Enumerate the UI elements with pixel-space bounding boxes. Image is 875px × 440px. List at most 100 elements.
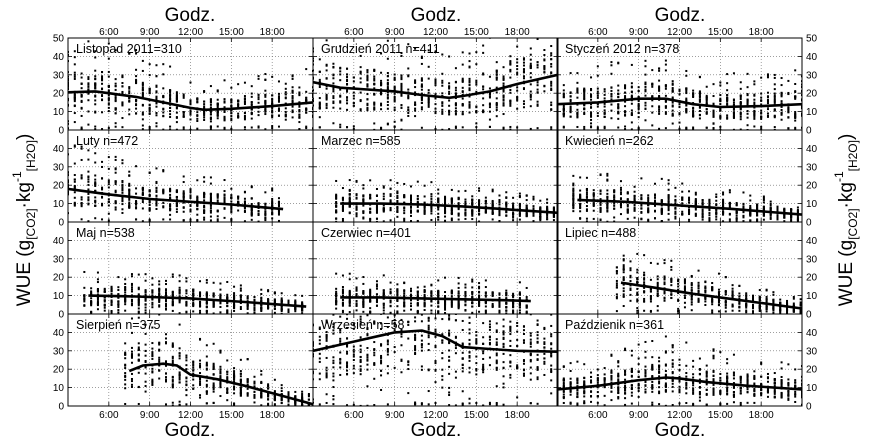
data-point bbox=[366, 78, 369, 81]
data-point bbox=[393, 92, 396, 95]
data-point bbox=[230, 101, 233, 104]
data-point bbox=[457, 203, 460, 206]
data-point bbox=[396, 293, 399, 296]
data-point bbox=[583, 125, 586, 128]
data-point bbox=[382, 304, 385, 307]
data-point bbox=[585, 193, 588, 196]
data-point bbox=[73, 204, 76, 207]
data-point bbox=[441, 84, 444, 87]
data-point bbox=[121, 211, 124, 214]
data-point bbox=[482, 85, 485, 88]
data-point bbox=[389, 195, 392, 198]
data-point bbox=[346, 89, 349, 92]
data-point bbox=[373, 101, 376, 104]
data-point bbox=[366, 106, 369, 109]
data-point bbox=[101, 88, 104, 91]
data-point bbox=[518, 203, 521, 206]
data-point bbox=[107, 103, 110, 106]
data-point bbox=[301, 294, 304, 297]
data-point bbox=[448, 82, 451, 85]
data-point bbox=[130, 300, 133, 303]
data-point bbox=[766, 112, 769, 115]
data-point bbox=[369, 207, 372, 210]
data-point bbox=[410, 211, 412, 214]
data-point bbox=[495, 76, 498, 79]
data-point bbox=[762, 214, 765, 217]
data-point bbox=[468, 84, 471, 87]
data-point bbox=[400, 82, 403, 85]
data-point bbox=[579, 195, 582, 198]
data-point bbox=[375, 217, 378, 220]
data-point bbox=[756, 219, 759, 222]
data-point bbox=[73, 100, 76, 103]
data-point bbox=[739, 103, 742, 106]
data-point bbox=[87, 78, 90, 81]
data-point bbox=[162, 188, 165, 191]
data-point bbox=[135, 207, 138, 210]
data-point bbox=[209, 85, 212, 88]
data-point bbox=[512, 207, 515, 210]
data-point bbox=[239, 308, 242, 311]
data-point bbox=[579, 217, 582, 220]
data-point bbox=[766, 114, 769, 117]
data-point bbox=[114, 208, 117, 211]
data-point bbox=[427, 103, 430, 106]
data-point bbox=[550, 82, 553, 85]
data-point bbox=[572, 174, 575, 177]
data-point bbox=[305, 90, 308, 93]
data-point bbox=[705, 99, 708, 102]
data-point bbox=[698, 92, 701, 95]
data-point bbox=[773, 92, 776, 95]
data-point bbox=[80, 72, 83, 75]
data-point bbox=[579, 189, 582, 192]
data-point bbox=[341, 286, 344, 289]
data-point bbox=[182, 96, 185, 99]
data-point bbox=[121, 85, 124, 88]
data-point bbox=[124, 300, 127, 303]
data-point bbox=[444, 207, 447, 210]
data-point bbox=[444, 195, 447, 198]
ytick-label: 40 bbox=[806, 52, 818, 63]
data-point bbox=[430, 197, 433, 200]
data-point bbox=[522, 64, 525, 67]
data-point bbox=[512, 202, 515, 205]
data-point bbox=[171, 298, 174, 301]
data-point bbox=[448, 92, 451, 95]
data-point bbox=[196, 204, 199, 207]
data-point bbox=[610, 117, 613, 120]
data-point bbox=[735, 203, 738, 206]
data-point bbox=[155, 90, 158, 93]
data-point bbox=[550, 52, 553, 55]
data-point bbox=[475, 110, 478, 113]
data-point bbox=[382, 289, 385, 292]
data-point bbox=[478, 209, 481, 212]
data-point bbox=[647, 198, 650, 201]
data-point bbox=[509, 101, 512, 104]
data-point bbox=[640, 203, 643, 206]
data-point bbox=[260, 308, 263, 311]
data-point bbox=[352, 102, 355, 105]
data-point bbox=[362, 210, 365, 213]
data-point bbox=[681, 202, 684, 205]
data-point bbox=[550, 101, 553, 104]
data-point bbox=[572, 193, 575, 196]
data-point bbox=[94, 217, 97, 220]
data-point bbox=[694, 204, 697, 207]
data-point bbox=[107, 183, 110, 186]
data-point bbox=[416, 195, 419, 198]
data-point bbox=[318, 78, 321, 81]
data-point bbox=[325, 77, 328, 80]
data-point bbox=[162, 201, 165, 204]
data-point bbox=[753, 98, 756, 101]
data-point bbox=[192, 294, 195, 297]
data-point bbox=[141, 87, 144, 90]
data-point bbox=[536, 38, 539, 41]
data-point bbox=[243, 97, 246, 100]
data-point bbox=[529, 90, 532, 93]
data-point bbox=[509, 70, 512, 73]
data-point bbox=[468, 105, 471, 108]
data-point bbox=[427, 105, 430, 108]
data-point bbox=[382, 220, 385, 222]
data-point bbox=[448, 99, 451, 102]
data-point bbox=[599, 174, 602, 177]
